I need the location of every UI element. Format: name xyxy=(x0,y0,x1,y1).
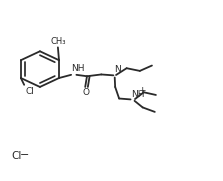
Text: CH₃: CH₃ xyxy=(50,37,66,47)
Text: NH: NH xyxy=(72,64,85,73)
Text: N: N xyxy=(114,65,121,74)
Text: −: − xyxy=(20,150,29,160)
Text: O: O xyxy=(82,88,89,97)
Text: +: + xyxy=(138,87,145,96)
Text: Cl: Cl xyxy=(25,87,34,96)
Text: NH: NH xyxy=(131,90,145,98)
Text: Cl: Cl xyxy=(11,151,22,161)
